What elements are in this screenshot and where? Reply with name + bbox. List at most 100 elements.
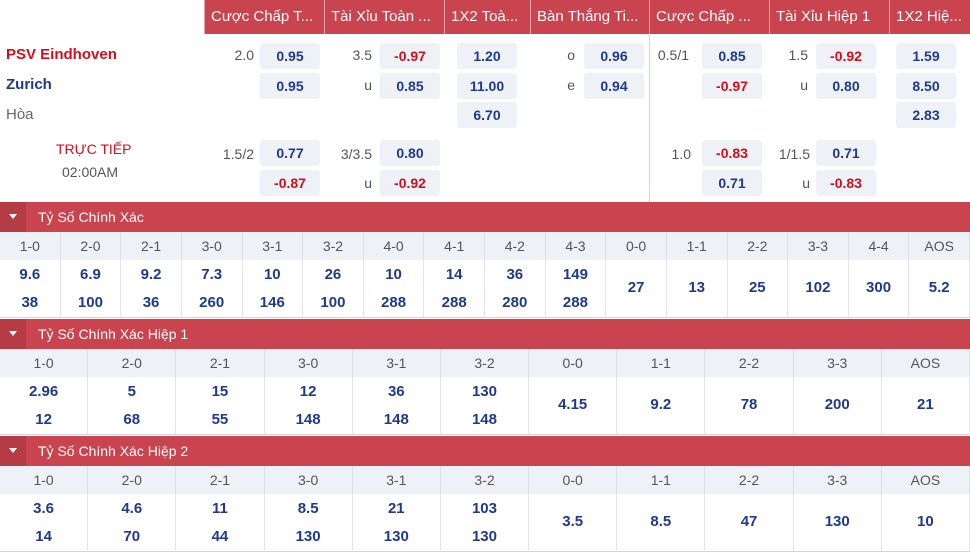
score-odds-value[interactable]: 47: [740, 513, 758, 530]
chevron-down-icon[interactable]: [0, 202, 26, 232]
score-odds-home[interactable]: 130: [471, 383, 497, 400]
score-odds-away[interactable]: 148: [295, 411, 321, 428]
score-odds-cell[interactable]: 3.5: [529, 494, 618, 551]
score-odds-home[interactable]: 4.6: [121, 500, 143, 517]
chevron-down-icon[interactable]: [0, 319, 26, 349]
score-odds-value[interactable]: 10: [917, 513, 934, 530]
score-odds-home[interactable]: 10: [263, 266, 281, 283]
score-odds-home[interactable]: 2.96: [28, 383, 59, 400]
score-odds-cell[interactable]: 36 148: [353, 377, 441, 434]
score-odds-cell[interactable]: 6.9 100: [61, 260, 122, 317]
odds-cell[interactable]: 0.94: [584, 73, 644, 99]
score-odds-away[interactable]: 100: [320, 294, 346, 311]
score-odds-cell[interactable]: 5.2: [909, 260, 970, 317]
odds-cell[interactable]: -0.83: [816, 170, 876, 196]
score-odds-away[interactable]: 100: [77, 294, 103, 311]
section-header[interactable]: Tỷ Số Chính Xác Hiệp 2: [0, 436, 970, 466]
score-odds-away[interactable]: 148: [471, 411, 497, 428]
odds-cell[interactable]: 8.50: [896, 73, 956, 99]
col-1x2-h1[interactable]: 1X2 Hiệ...: [889, 0, 970, 34]
score-odds-away[interactable]: 14: [35, 528, 52, 545]
score-odds-cell[interactable]: 10 288: [364, 260, 425, 317]
score-odds-away[interactable]: 260: [199, 294, 225, 311]
odds-cell[interactable]: 0.77: [260, 140, 320, 166]
score-odds-away[interactable]: 130: [383, 528, 409, 545]
odds-cell[interactable]: -0.97: [380, 43, 440, 69]
score-odds-home[interactable]: 15: [211, 383, 229, 400]
score-odds-home[interactable]: 36: [506, 266, 524, 283]
score-odds-cell[interactable]: 149 288: [546, 260, 607, 317]
odds-cell[interactable]: 0.95: [260, 73, 320, 99]
score-odds-cell[interactable]: 47: [705, 494, 794, 551]
score-odds-away[interactable]: 288: [441, 294, 467, 311]
score-odds-away[interactable]: 280: [502, 294, 528, 311]
score-odds-cell[interactable]: 8.5 130: [265, 494, 353, 551]
score-odds-away[interactable]: 38: [21, 294, 39, 311]
odds-cell[interactable]: 6.70: [457, 102, 517, 128]
chevron-down-icon[interactable]: [0, 436, 26, 466]
odds-cell[interactable]: 0.80: [380, 140, 440, 166]
score-odds-home[interactable]: 14: [445, 266, 463, 283]
score-odds-value[interactable]: 27: [627, 279, 645, 296]
score-odds-cell[interactable]: 300: [849, 260, 910, 317]
score-odds-cell[interactable]: 14 288: [424, 260, 485, 317]
score-odds-value[interactable]: 102: [805, 279, 831, 296]
score-odds-cell[interactable]: 27: [606, 260, 667, 317]
score-odds-away[interactable]: 288: [381, 294, 407, 311]
score-odds-home[interactable]: 7.3: [201, 266, 223, 283]
score-odds-away[interactable]: 130: [471, 528, 497, 545]
score-odds-cell[interactable]: 9.6 38: [0, 260, 61, 317]
score-odds-cell[interactable]: 9.2: [617, 377, 706, 434]
score-odds-cell[interactable]: 8.5: [617, 494, 706, 551]
odds-cell[interactable]: 1.59: [896, 43, 956, 69]
score-odds-away[interactable]: 36: [142, 294, 160, 311]
odds-cell[interactable]: -0.87: [260, 170, 320, 196]
score-odds-home[interactable]: 8.5: [297, 500, 319, 517]
score-odds-cell[interactable]: 9.2 36: [121, 260, 182, 317]
score-odds-home[interactable]: 3.6: [33, 500, 55, 517]
odds-cell[interactable]: 11.00: [457, 73, 517, 99]
score-odds-home[interactable]: 21: [387, 500, 405, 517]
score-odds-away[interactable]: 146: [259, 294, 285, 311]
score-odds-value[interactable]: 9.2: [650, 396, 672, 413]
score-odds-value[interactable]: 13: [688, 279, 706, 296]
score-odds-cell[interactable]: 4.6 70: [88, 494, 177, 551]
score-odds-cell[interactable]: 21: [882, 377, 970, 434]
score-odds-cell[interactable]: 10 146: [243, 260, 304, 317]
score-odds-cell[interactable]: 2.96 12: [0, 377, 89, 434]
score-odds-value[interactable]: 3.5: [562, 513, 584, 530]
score-odds-away[interactable]: 148: [383, 411, 409, 428]
score-odds-away[interactable]: 70: [123, 528, 141, 545]
col-over-under-full[interactable]: Tài Xỉu Toàn ...: [324, 0, 444, 34]
score-odds-value[interactable]: 8.5: [650, 513, 672, 530]
odds-cell[interactable]: 0.96: [584, 43, 644, 69]
section-header[interactable]: Tỷ Số Chính Xác: [0, 202, 970, 232]
score-odds-away[interactable]: 55: [211, 411, 229, 428]
away-team[interactable]: Zurich: [6, 76, 52, 93]
odds-cell[interactable]: 0.71: [702, 170, 762, 196]
score-odds-away[interactable]: 68: [123, 411, 141, 428]
score-odds-home[interactable]: 10: [385, 266, 402, 283]
score-odds-value[interactable]: 300: [866, 279, 892, 296]
col-goals[interactable]: Bàn Thắng Ti...: [530, 0, 649, 34]
score-odds-value[interactable]: 21: [917, 396, 934, 413]
score-odds-home[interactable]: 6.9: [80, 266, 101, 283]
score-odds-home[interactable]: 149: [562, 266, 588, 283]
score-odds-value[interactable]: 4.15: [558, 396, 588, 413]
score-odds-cell[interactable]: 3.6 14: [0, 494, 89, 551]
col-over-under-h1[interactable]: Tài Xỉu Hiệp 1: [769, 0, 889, 34]
odds-cell[interactable]: -0.83: [702, 140, 762, 166]
score-odds-away[interactable]: 12: [35, 411, 52, 428]
score-odds-cell[interactable]: 26 100: [303, 260, 364, 317]
score-odds-cell[interactable]: 36 280: [485, 260, 546, 317]
score-odds-cell[interactable]: 11 44: [176, 494, 265, 551]
score-odds-value[interactable]: 78: [740, 396, 758, 413]
score-odds-cell[interactable]: 25: [728, 260, 789, 317]
score-odds-cell[interactable]: 10: [882, 494, 970, 551]
odds-cell[interactable]: -0.92: [380, 170, 440, 196]
score-odds-home[interactable]: 103: [471, 500, 497, 517]
score-odds-cell[interactable]: 5 68: [88, 377, 177, 434]
odds-cell[interactable]: 0.95: [260, 43, 320, 69]
odds-cell[interactable]: -0.97: [702, 73, 762, 99]
score-odds-value[interactable]: 5.2: [928, 279, 950, 296]
